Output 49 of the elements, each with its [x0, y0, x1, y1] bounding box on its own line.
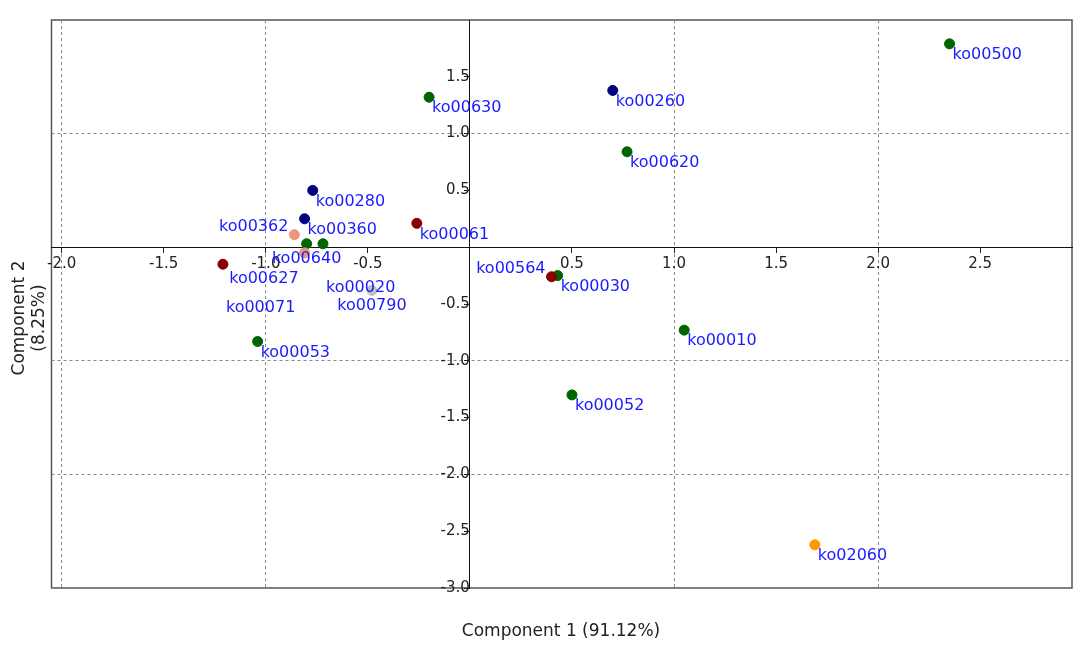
annotation: ko00020 — [325, 276, 396, 296]
x-tick-label: 2.5 — [968, 254, 993, 273]
x-tick-label: 1.5 — [764, 254, 788, 273]
point — [411, 217, 423, 229]
annotation: ko00052 — [574, 395, 645, 415]
point — [288, 229, 300, 241]
point — [301, 238, 313, 250]
point — [546, 271, 558, 283]
point — [607, 84, 619, 96]
annotation: ko00620 — [630, 151, 700, 171]
y-tick-label: -1.5 — [440, 407, 470, 426]
point — [299, 213, 311, 225]
annotation: ko00071 — [225, 297, 296, 317]
y-tick-label: 1.5 — [446, 66, 470, 85]
annotation: ko00030 — [560, 275, 631, 295]
y-tick-label: -2.5 — [440, 521, 470, 540]
y-tick-label: -2.0 — [440, 464, 470, 483]
annotation: ko00010 — [687, 330, 757, 350]
annotation: ko00280 — [315, 190, 386, 210]
annotation: ko00360 — [307, 218, 377, 238]
point — [809, 539, 821, 551]
annotation: ko00500 — [952, 44, 1022, 64]
y-tick-label: -1.0 — [440, 350, 470, 369]
x-tick-label: 2.0 — [866, 254, 891, 273]
annotation: ko02060 — [817, 544, 888, 564]
point — [307, 184, 319, 196]
point — [423, 91, 435, 103]
x-tick-label: 1.0 — [662, 254, 686, 273]
annotation: ko00790 — [337, 294, 407, 314]
x-tick-label: -0.5 — [353, 254, 383, 273]
point — [678, 324, 690, 336]
point — [944, 38, 956, 50]
y-tick-label: 1.0 — [446, 123, 470, 142]
point — [252, 335, 264, 347]
y-tick-label: 0.5 — [446, 180, 470, 199]
annotation: ko00362 — [218, 215, 289, 235]
annotation: ko00260 — [615, 90, 686, 110]
annotation: ko00627 — [229, 268, 299, 288]
point — [317, 238, 329, 250]
x-tick-label: -1.5 — [149, 254, 179, 273]
point — [566, 389, 578, 401]
annotation: ko00053 — [260, 341, 331, 361]
annotation: ko00564 — [476, 257, 546, 277]
x-tick-label: 0.5 — [560, 254, 584, 273]
x-axis-title: Component 1 (91.12%) — [460, 620, 662, 640]
point — [217, 258, 229, 270]
y-axis-title: Component 2 (8.25%) — [8, 260, 48, 378]
y-tick-label: -0.5 — [440, 293, 470, 312]
point — [621, 146, 633, 158]
